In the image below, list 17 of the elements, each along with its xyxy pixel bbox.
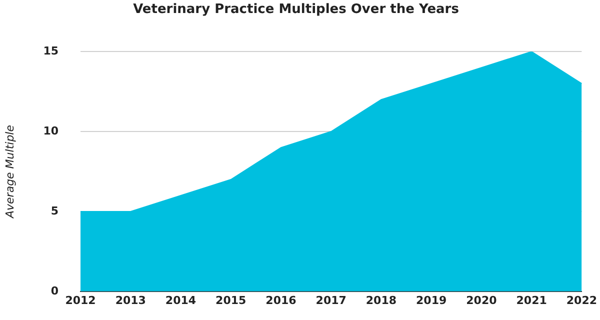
- x-tick-label: 2022: [566, 294, 598, 307]
- y-tick-label: 10: [43, 124, 59, 138]
- x-tick-label: 2014: [165, 294, 196, 307]
- x-tick-label: 2020: [466, 294, 498, 307]
- x-tick-label: 2018: [366, 294, 397, 307]
- x-tick-label: 2015: [216, 294, 246, 307]
- x-tick-label: 2017: [316, 294, 346, 307]
- y-tick-label: 5: [50, 204, 59, 218]
- y-tick-label: 15: [43, 44, 59, 58]
- x-tick-label: 2021: [516, 294, 547, 307]
- y-axis-title: Average Multiple: [3, 124, 16, 220]
- x-tick-label: 2012: [65, 294, 96, 307]
- x-tick-label: 2013: [115, 294, 146, 307]
- x-tick-label: 2019: [416, 294, 447, 307]
- x-tick-label: 2016: [266, 294, 297, 307]
- y-tick-label: 0: [50, 284, 59, 298]
- chart-title: Veterinary Practice Multiples Over the Years: [133, 2, 460, 18]
